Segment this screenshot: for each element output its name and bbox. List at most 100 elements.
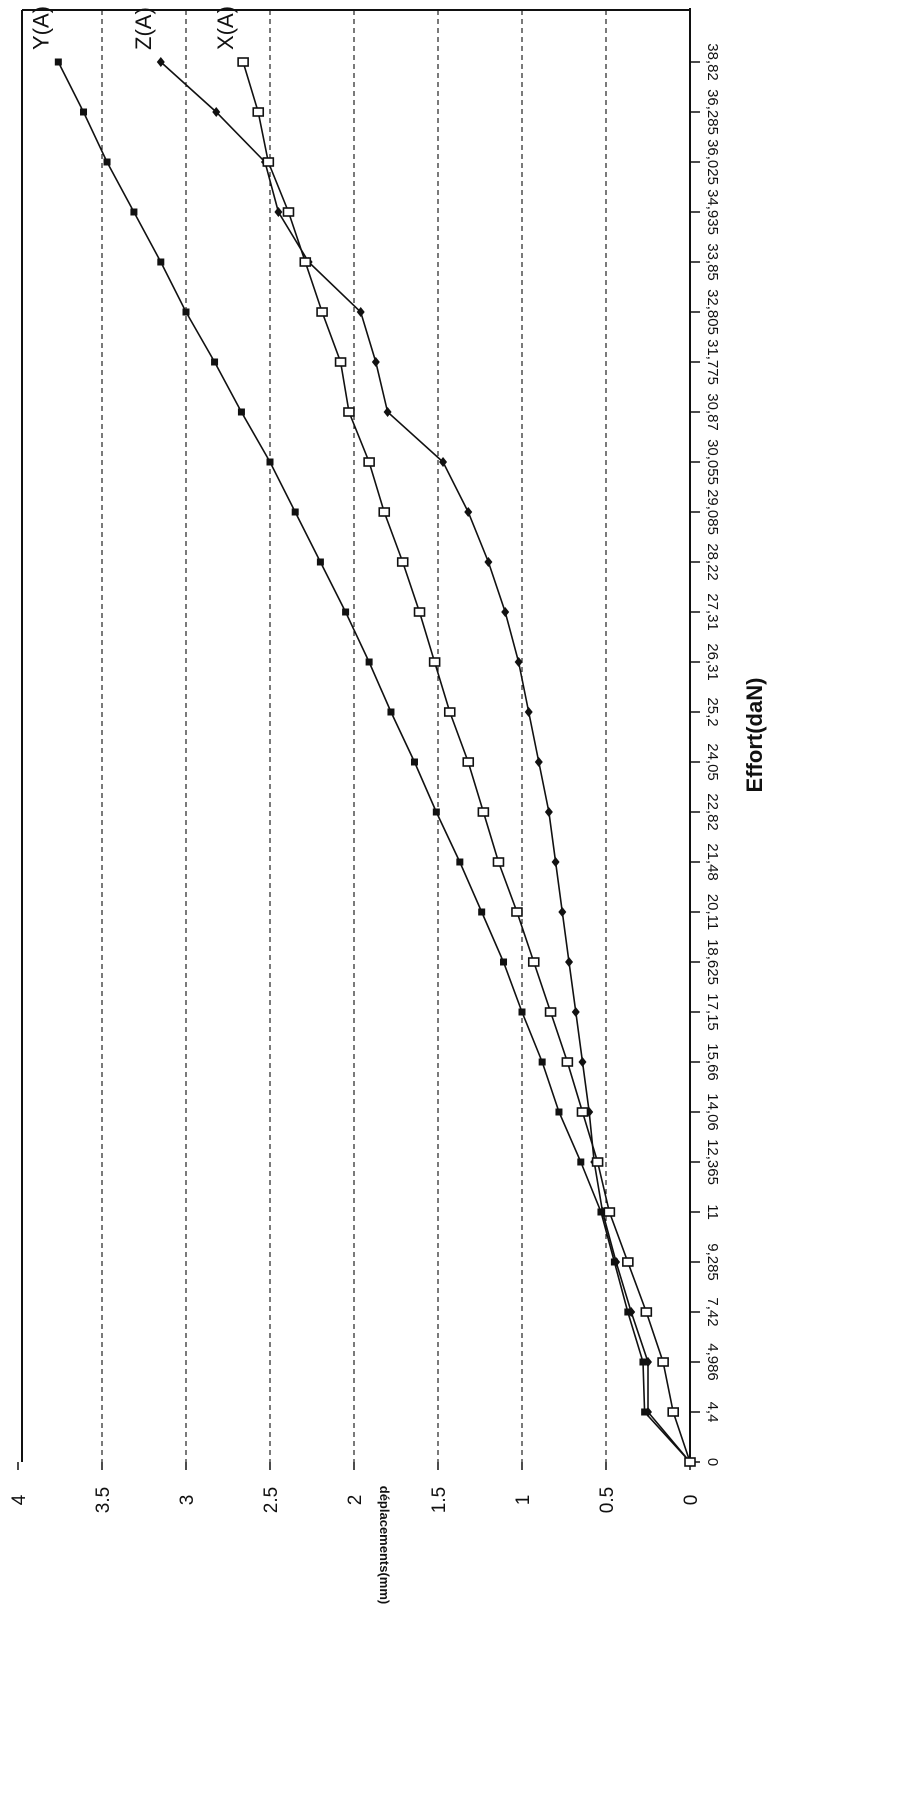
x-tick-label: 0 [704, 1458, 721, 1466]
data-point [518, 1008, 526, 1016]
data-point [365, 658, 373, 666]
x-tick-label: 15,66 [704, 1043, 721, 1081]
data-point [591, 1157, 604, 1167]
x-tick-label: 4,986 [704, 1343, 721, 1381]
y-tick-label: 0 [681, 1495, 702, 1506]
x-tick-label: 4,4 [704, 1402, 721, 1423]
data-point [291, 508, 299, 516]
x-tick-label: 34,935 [704, 189, 721, 235]
data-point [432, 808, 440, 816]
data-point [565, 957, 574, 967]
data-point [576, 1107, 589, 1117]
y-tick-label: 4 [9, 1494, 30, 1505]
x-tick-label: 22,82 [704, 793, 721, 831]
series-xa: X(A) [213, 6, 696, 1467]
data-point [551, 857, 560, 867]
series-label: Y(A) [28, 6, 53, 50]
data-point [464, 507, 473, 517]
data-point [237, 57, 249, 67]
grid-lines [101, 10, 607, 1462]
data-point [428, 657, 441, 667]
data-point [383, 407, 392, 417]
data-point [211, 358, 219, 366]
data-point [561, 1057, 574, 1067]
data-point [378, 507, 391, 517]
x-tick-label: 30,055 [704, 439, 721, 485]
data-point [534, 757, 543, 767]
x-tick-label: 36,285 [704, 89, 721, 135]
axes [17, 8, 700, 1470]
data-point [544, 807, 553, 817]
series-za: Z(A) [131, 7, 694, 1467]
data-point [501, 607, 510, 617]
data-point [524, 707, 533, 717]
data-point [555, 1108, 563, 1116]
x-tick-label: 26,31 [704, 643, 721, 681]
data-point [478, 908, 486, 916]
data-point [571, 1007, 580, 1017]
y-axis-title: déplacements(mm) [377, 1486, 392, 1604]
data-point [316, 558, 324, 566]
data-point [413, 607, 426, 617]
data-point [363, 457, 375, 467]
data-point [644, 1357, 652, 1367]
data-point [237, 408, 245, 416]
data-point [603, 1207, 616, 1217]
data-point [157, 258, 165, 266]
data-point [500, 958, 508, 966]
data-point [130, 208, 138, 216]
x-tick-label: 7,42 [704, 1297, 721, 1326]
labels: 0 0.5 1 1.5 2 2.5 3 3.5 4 0 4,4 4,986 7,42 9,285 11 12,… [9, 43, 767, 1604]
series-layer: Y(A) Z(A) X(A) [28, 6, 696, 1467]
data-point [282, 207, 295, 217]
data-point [484, 557, 493, 567]
data-point [182, 308, 190, 316]
data-point [511, 907, 523, 917]
x-tick-label: 29,085 [704, 489, 721, 535]
x-tick-label: 38,82 [704, 43, 721, 81]
data-point [396, 557, 409, 567]
data-point [544, 1007, 557, 1017]
y-tick-label: 1 [513, 1495, 534, 1506]
data-point [371, 357, 380, 367]
x-tick-label: 12,365 [704, 1139, 721, 1185]
data-point [622, 1257, 634, 1267]
data-point [456, 858, 464, 866]
x-tick-label: 17,15 [704, 993, 721, 1031]
x-tick-label: 24,05 [704, 743, 721, 781]
x-tick-label: 18,625 [704, 939, 721, 985]
data-point [262, 157, 275, 167]
series-label: X(A) [213, 6, 238, 50]
data-point [640, 1307, 653, 1317]
y-tick-label: 3.5 [93, 1487, 114, 1513]
data-point [527, 957, 540, 967]
data-point [462, 757, 475, 767]
x-tick-label: 21,48 [704, 843, 721, 881]
x-tick-label: 36,025 [704, 139, 721, 185]
x-tick-label: 27,31 [704, 593, 721, 631]
data-point [577, 1158, 585, 1166]
data-point [558, 907, 567, 917]
data-point [387, 708, 395, 716]
y-tick-label: 2.5 [261, 1487, 282, 1513]
data-point [639, 1358, 647, 1366]
x-tick-label: 14,06 [704, 1093, 721, 1131]
x-tick-label: 9,285 [704, 1243, 721, 1281]
data-point [252, 107, 265, 117]
x-tick-label: 20,11 [704, 894, 721, 930]
data-point [612, 1257, 621, 1267]
data-point [439, 457, 448, 467]
data-point [299, 257, 312, 267]
data-point [578, 1057, 587, 1067]
x-tick-label: 30,87 [704, 393, 721, 431]
x-tick-label: 33,85 [704, 243, 721, 281]
data-point [80, 108, 88, 116]
data-point [103, 158, 111, 166]
data-point [627, 1307, 636, 1317]
data-point [156, 57, 165, 67]
data-point [410, 758, 418, 766]
data-point [266, 458, 274, 466]
data-point [667, 1407, 680, 1417]
data-point [492, 857, 505, 867]
